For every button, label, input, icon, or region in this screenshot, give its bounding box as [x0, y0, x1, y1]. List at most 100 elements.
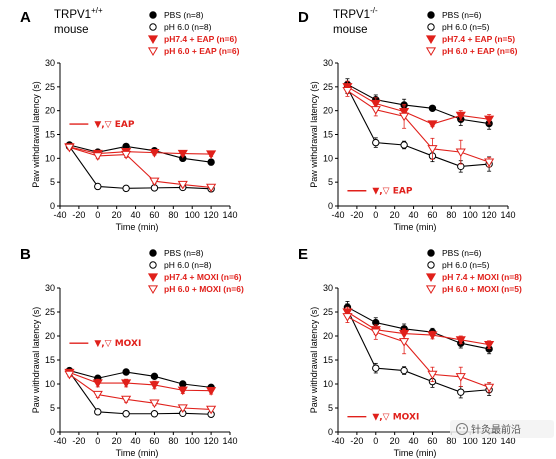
legend-entry: pH 6.0 + MOXI (n=6)	[147, 284, 244, 294]
panel-b: B -40 -20 0 20 40 60 80 100 120 140 0 5 10 15 20 25 30 Tim…	[20, 246, 244, 458]
legend-marker	[427, 249, 435, 257]
data-point	[122, 184, 130, 193]
title-main: TRPV1	[54, 9, 91, 21]
x-tick-label: 140	[500, 436, 515, 446]
x-tick-label: 20	[112, 210, 122, 220]
series-3	[64, 143, 217, 160]
y-tick-label: 25	[45, 82, 55, 92]
legend-entry: PBS (n=6)	[427, 248, 482, 258]
x-tick-label: 140	[500, 210, 515, 220]
data-point	[64, 143, 75, 153]
panel-subtitle: mouse	[54, 24, 89, 36]
data-point	[207, 158, 215, 166]
data-point	[122, 368, 130, 376]
legend-entry: pH 6.0 (n=8)	[149, 260, 212, 270]
legend-entry: PBS (n=8)	[149, 248, 204, 258]
data-point	[150, 372, 159, 381]
legend-entry: pH 6.0 (n=8)	[149, 22, 212, 32]
y-tick-label: 5	[50, 177, 55, 187]
y-tick-label: 10	[323, 153, 333, 163]
legend-marker	[149, 11, 157, 19]
treatment-label: ▼,▽ MOXI	[94, 339, 141, 349]
series-4	[342, 84, 495, 168]
panel-d: D TRPV1-/- mouse -40 -20 0 20 40 60 80 100 120 140 0 5…	[298, 6, 518, 232]
x-tick-label: 0	[95, 436, 100, 446]
legend-marker	[149, 249, 157, 257]
y-tick-label: 15	[45, 130, 55, 140]
x-tick-label: 60	[149, 210, 159, 220]
series-line	[347, 311, 490, 346]
data-point	[177, 404, 188, 413]
legend-entry: PBS (n=8)	[149, 10, 204, 20]
panel-letter: B	[20, 246, 31, 263]
x-tick-label: -20	[72, 436, 85, 446]
x-tick-label: 140	[222, 436, 237, 446]
data-point	[484, 158, 495, 168]
data-point	[206, 405, 217, 415]
x-tick-label: -40	[53, 436, 66, 446]
x-tick-label: 100	[463, 436, 478, 446]
title-superscript: +/+	[91, 6, 103, 15]
x-tick-label: 120	[204, 210, 219, 220]
legend-marker	[147, 35, 159, 44]
legend-marker	[427, 11, 435, 19]
legend-marker	[147, 285, 159, 294]
data-point	[121, 395, 132, 405]
x-tick-label: 40	[409, 210, 419, 220]
legend-label: pH 6.0 + EAP (n=6)	[164, 46, 240, 56]
watermark-text: 针灸最前沿	[471, 423, 521, 436]
legend-entry: pH 6.0 + MOXI (n=5)	[425, 284, 522, 294]
x-axis-label: Time (min)	[116, 448, 159, 458]
data-point	[457, 388, 465, 396]
x-tick-label: 60	[427, 436, 437, 446]
data-point	[206, 150, 217, 160]
series-line	[347, 86, 490, 125]
x-tick-label: 0	[373, 210, 378, 220]
y-tick-label: 15	[323, 130, 333, 140]
data-point	[177, 180, 188, 190]
x-tick-label: 40	[131, 210, 141, 220]
x-tick-label: 80	[446, 210, 456, 220]
data-point	[372, 364, 380, 372]
data-point	[149, 399, 160, 409]
legend-marker	[425, 285, 437, 294]
data-point	[400, 366, 408, 375]
legend-marker	[149, 23, 157, 31]
data-point	[122, 410, 130, 418]
legend-label: pH7.4 + MOXI (n=6)	[164, 272, 242, 282]
data-point	[484, 340, 495, 350]
x-axis-label: Time (min)	[116, 222, 159, 232]
data-point	[342, 86, 353, 96]
series-3	[342, 306, 495, 350]
panel-letter: D	[298, 9, 309, 26]
y-tick-label: 30	[45, 58, 55, 68]
legend-label: pH 6.0 + EAP (n=6)	[442, 46, 518, 56]
x-tick-label: 20	[390, 210, 400, 220]
series-line	[347, 306, 490, 350]
data-point	[427, 331, 438, 341]
y-tick-label: 0	[328, 201, 333, 211]
data-point	[149, 148, 160, 158]
panel-subtitle: mouse	[333, 24, 368, 36]
panel-title: TRPV1+/+	[54, 6, 103, 21]
legend-label: pH 7.4 + MOXI (n=8)	[442, 272, 522, 282]
series-line	[347, 90, 490, 163]
y-tick-label: 0	[328, 427, 333, 437]
legend-label: PBS (n=8)	[164, 248, 204, 258]
legend-label: pH 6.0 + MOXI (n=5)	[442, 284, 522, 294]
y-axis-label: Paw withdrawal latency (s)	[309, 307, 319, 414]
panel-a: A TRPV1+/+mouse-40 -20 0 20 40 60 80 100 120 14005…	[20, 6, 240, 232]
y-tick-label: 30	[323, 283, 333, 293]
data-point	[427, 370, 438, 380]
legend-entry: pH 7.4 + MOXI (n=8)	[425, 272, 522, 282]
y-tick-label: 25	[45, 307, 55, 317]
x-tick-label: 40	[409, 436, 419, 446]
data-point	[121, 150, 132, 160]
series-line	[69, 371, 212, 392]
data-point	[149, 381, 160, 390]
watermark: 针灸最前沿	[450, 420, 554, 438]
y-tick-label: 20	[323, 106, 333, 116]
series-line	[68, 146, 212, 190]
data-point	[484, 383, 495, 393]
legend-marker	[425, 47, 437, 56]
